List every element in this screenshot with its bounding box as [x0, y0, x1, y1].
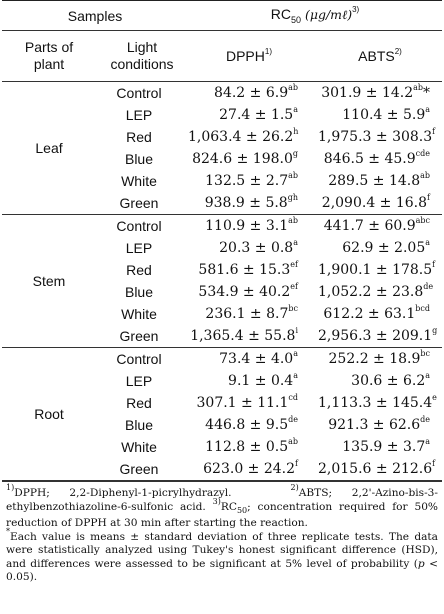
dpph-header: DPPH1) — [225, 47, 273, 64]
part-cell: Stem — [32, 273, 66, 289]
light-condition-cell: Blue — [124, 417, 154, 433]
light-condition-cell: Red — [126, 395, 152, 411]
abts-cell: 2,956.3 ± 209.1g — [318, 326, 438, 344]
dpph-cell: 824.6 ± 198.0g — [192, 149, 298, 167]
table-row: Green 623.0 ± 24.2f 2,015.6 ± 212.6f — [2, 458, 443, 481]
abts-cell: 289.5 ± 14.8ab — [328, 171, 431, 189]
table-row: Red 307.1 ± 11.1cd 1,113.3 ± 145.4e — [2, 392, 442, 414]
light-condition-cell: White — [121, 306, 157, 322]
light-condition-cell: White — [121, 439, 157, 455]
abts-cell: 2,090.4 ± 16.8f — [321, 193, 431, 211]
samples-header: Samples — [67, 7, 123, 24]
light-condition-cell: Red — [126, 262, 152, 278]
abts-cell: 301.9 ± 14.2ab* — [321, 83, 431, 101]
table-row: LEP 9.1 ± 0.4a 30.6 ± 6.2a — [2, 370, 442, 392]
light-condition-cell: LEP — [125, 240, 153, 256]
light-condition-cell: White — [121, 173, 157, 189]
dpph-cell: 132.5 ± 2.7ab — [205, 171, 298, 189]
table-row: Blue 446.8 ± 9.5de 921.3 ± 62.6de — [2, 414, 442, 436]
abts-cell: 1,975.3 ± 308.3f — [318, 127, 436, 145]
footnote-1-2: 1)DPPH; 2,2-Diphenyl-1-picrylhydrazyl. 2… — [6, 483, 439, 530]
light-condition-cell: Green — [119, 328, 159, 344]
dpph-cell: 1,365.4 ± 55.8i — [190, 326, 298, 344]
dpph-cell: 623.0 ± 24.2f — [203, 459, 298, 477]
light-condition-cell: Control — [116, 85, 162, 101]
table-row: Red 581.6 ± 15.3ef 1,900.1 ± 178.5f — [2, 259, 442, 281]
parts-of-plant-header: Parts of plant — [24, 39, 74, 72]
dpph-cell: 307.1 ± 11.1cd — [196, 393, 299, 411]
abts-header: ABTS2) — [358, 47, 402, 64]
table-row: Stem Control 110.9 ± 3.1ab 441.7 ± 60.9abc — [2, 214, 443, 289]
abts-cell: 135.9 ± 3.7a — [342, 437, 431, 455]
abts-cell: 62.9 ± 2.05a — [342, 238, 431, 256]
dpph-cell: 446.8 ± 9.5de — [205, 415, 298, 433]
table-row: White 112.8 ± 0.5ab 135.9 ± 3.7a — [2, 436, 442, 458]
abts-cell: 612.2 ± 63.1bcd — [323, 304, 431, 322]
abts-cell: 1,113.3 ± 145.4e — [318, 393, 437, 411]
table-row: Leaf Control 84.2 ± 6.9ab 301.9 ± 14.2ab* — [2, 81, 443, 156]
table-row: Red 1,063.4 ± 26.2h 1,975.3 ± 308.3f — [2, 126, 442, 148]
table-row: Blue 824.6 ± 198.0g 846.5 ± 45.9cde — [2, 148, 442, 170]
light-condition-cell: Blue — [124, 284, 154, 300]
table-row: Green 1,365.4 ± 55.8i 2,956.3 ± 209.1g — [2, 325, 442, 348]
abts-cell: 110.4 ± 5.9a — [342, 105, 431, 123]
light-condition-cell: Control — [116, 218, 162, 234]
dpph-cell: 112.8 ± 0.5ab — [205, 437, 298, 455]
header-row-1: Samples RC50 (μg/mℓ)3) — [2, 0, 443, 31]
light-condition-cell: Blue — [124, 151, 154, 167]
light-condition-cell: Red — [126, 129, 152, 145]
dpph-cell: 938.9 ± 5.8gh — [204, 193, 298, 211]
dpph-cell: 581.6 ± 15.3ef — [198, 260, 298, 278]
rc50-header: RC50 (μg/mℓ)3) — [270, 5, 360, 25]
table-row: LEP 20.3 ± 0.8a 62.9 ± 2.05a — [2, 237, 442, 259]
light-condition-cell: Control — [116, 351, 162, 367]
part-cell: Root — [34, 406, 64, 422]
table-row: Root Control 73.4 ± 4.0a 252.2 ± 18.9bc — [2, 347, 443, 422]
dpph-cell: 236.1 ± 8.7bc — [205, 304, 298, 322]
dpph-cell: 27.4 ± 1.5a — [219, 105, 298, 123]
light-conditions-header: Light conditions — [110, 39, 174, 72]
abts-cell: 441.7 ± 60.9abc — [323, 216, 431, 234]
dpph-cell: 84.2 ± 6.9ab — [214, 83, 298, 101]
footnote-4: *Each value is means ± standard deviatio… — [6, 527, 438, 584]
part-cell: Leaf — [35, 140, 63, 156]
dpph-cell: 534.9 ± 40.2ef — [198, 282, 298, 300]
abts-cell: 1,052.2 ± 23.8de — [318, 282, 434, 300]
dpph-cell: 9.1 ± 0.4a — [228, 371, 298, 389]
table-row: Blue 534.9 ± 40.2ef 1,052.2 ± 23.8de — [2, 281, 442, 303]
light-condition-cell: Green — [119, 195, 159, 211]
dpph-cell: 110.9 ± 3.1ab — [205, 216, 298, 234]
light-condition-cell: Green — [119, 461, 159, 477]
dpph-cell: 20.3 ± 0.8a — [219, 238, 298, 256]
light-condition-cell: LEP — [125, 373, 153, 389]
abts-cell: 252.2 ± 18.9bc — [328, 349, 431, 367]
abts-cell: 921.3 ± 62.6de — [328, 415, 431, 433]
table-row: Green 938.9 ± 5.8gh 2,090.4 ± 16.8f — [2, 192, 442, 215]
header-row-2: Parts of plant Light conditions DPPH1) A… — [2, 30, 443, 82]
table-row: LEP 27.4 ± 1.5a 110.4 ± 5.9a — [2, 104, 442, 126]
light-condition-cell: LEP — [125, 107, 153, 123]
abts-cell: 1,900.1 ± 178.5f — [318, 260, 436, 278]
table-row: White 236.1 ± 8.7bc 612.2 ± 63.1bcd — [2, 303, 442, 325]
table-row: White 132.5 ± 2.7ab 289.5 ± 14.8ab — [2, 170, 442, 192]
rc50-table: Samples RC50 (μg/mℓ)3) Parts of plant Li… — [2, 0, 443, 481]
abts-cell: 2,015.6 ± 212.6f — [318, 459, 436, 477]
footnotes: 1)DPPH; 2,2-Diphenyl-1-picrylhydrazyl. 2… — [2, 481, 442, 585]
dpph-cell: 1,063.4 ± 26.2h — [188, 127, 299, 145]
abts-cell: 846.5 ± 45.9cde — [323, 149, 431, 167]
dpph-cell: 73.4 ± 4.0a — [219, 349, 298, 367]
abts-cell: 30.6 ± 6.2a — [351, 371, 431, 389]
